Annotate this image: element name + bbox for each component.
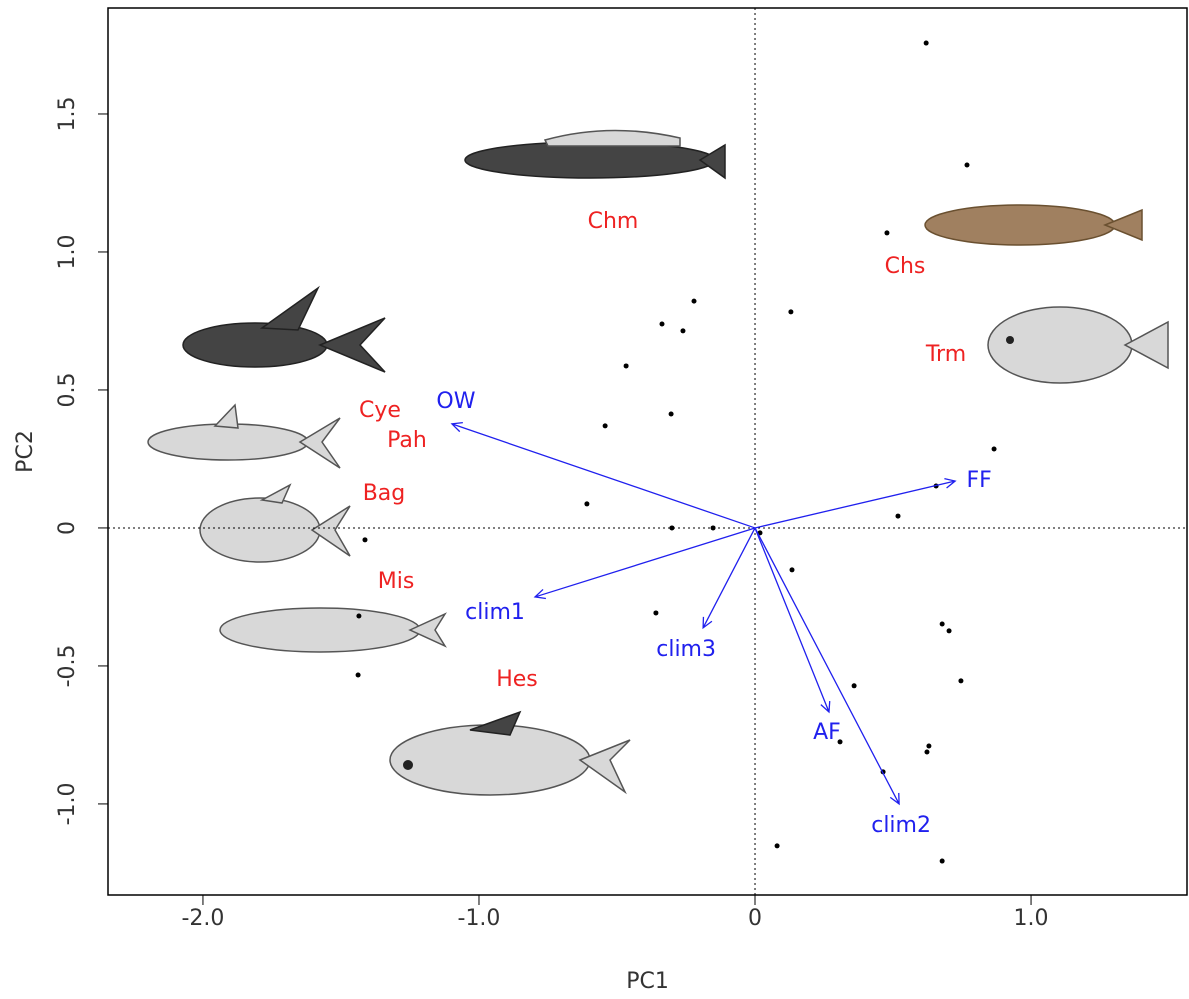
point — [939, 621, 945, 627]
loading-label: FF — [966, 468, 991, 493]
point — [964, 162, 970, 168]
point — [789, 567, 795, 573]
point — [788, 309, 794, 315]
point — [924, 749, 930, 755]
species-label: Trm — [925, 342, 966, 367]
fish-illustration — [464, 129, 726, 180]
point — [895, 513, 901, 519]
point — [884, 230, 890, 236]
point — [691, 298, 697, 304]
point — [623, 363, 629, 369]
fish-illustration — [389, 710, 631, 796]
y-tick-label: 0.5 — [55, 372, 80, 407]
point — [851, 683, 857, 689]
point — [939, 858, 945, 864]
y-tick-label: 0 — [55, 521, 80, 535]
point — [362, 537, 368, 543]
point — [774, 843, 780, 849]
x-axis-label: PC1 — [626, 969, 669, 994]
species-label: Pah — [387, 428, 427, 453]
loading-arrow — [533, 527, 756, 600]
loading-label: clim1 — [465, 600, 525, 625]
y-axis-label: PC2 — [13, 430, 38, 473]
loading-arrow — [450, 421, 756, 529]
species-label: Chm — [588, 209, 639, 234]
y-tick-label: -0.5 — [55, 644, 80, 687]
fish-illustration — [147, 403, 341, 469]
point — [837, 739, 843, 745]
loading-label: OW — [436, 389, 475, 414]
species-label: Bag — [363, 481, 406, 506]
loading-label: clim2 — [871, 813, 931, 838]
loading-label: AF — [813, 720, 841, 745]
point — [355, 672, 361, 678]
species-label: Chs — [885, 254, 926, 279]
x-tick-label: 1.0 — [1014, 906, 1049, 931]
point — [356, 613, 362, 619]
point — [669, 525, 675, 531]
x-tick-label: 0 — [748, 906, 762, 931]
fish-illustration — [987, 306, 1169, 384]
x-tick-label: -2.0 — [181, 906, 224, 931]
loading-arrow — [754, 477, 957, 529]
point — [668, 411, 674, 417]
y-tick-label: -1.0 — [55, 782, 80, 825]
loading-label: clim3 — [656, 637, 716, 662]
species-label: Cye — [359, 398, 401, 423]
y-tick-label: 1.5 — [55, 96, 80, 131]
point — [923, 40, 929, 46]
y-tick-label: 1.0 — [55, 234, 80, 269]
loading-arrow — [702, 527, 756, 630]
point — [958, 678, 964, 684]
point — [710, 525, 716, 531]
loading-arrow — [754, 527, 831, 714]
plot-frame — [107, 7, 1188, 896]
fish-illustrations — [147, 129, 1169, 796]
point — [991, 446, 997, 452]
point — [926, 743, 932, 749]
x-tick-label: -1.0 — [458, 906, 501, 931]
fish-illustration — [199, 483, 351, 563]
point — [602, 423, 608, 429]
point — [946, 628, 952, 634]
point — [680, 328, 686, 334]
loading-arrow — [754, 527, 900, 806]
fish-illustration — [182, 285, 386, 373]
species-label: Hes — [496, 667, 538, 692]
fish-illustration — [219, 607, 447, 653]
point — [659, 321, 665, 327]
point — [653, 610, 659, 616]
species-label: Mis — [378, 569, 415, 594]
point — [584, 501, 590, 507]
fish-illustration — [924, 204, 1143, 246]
